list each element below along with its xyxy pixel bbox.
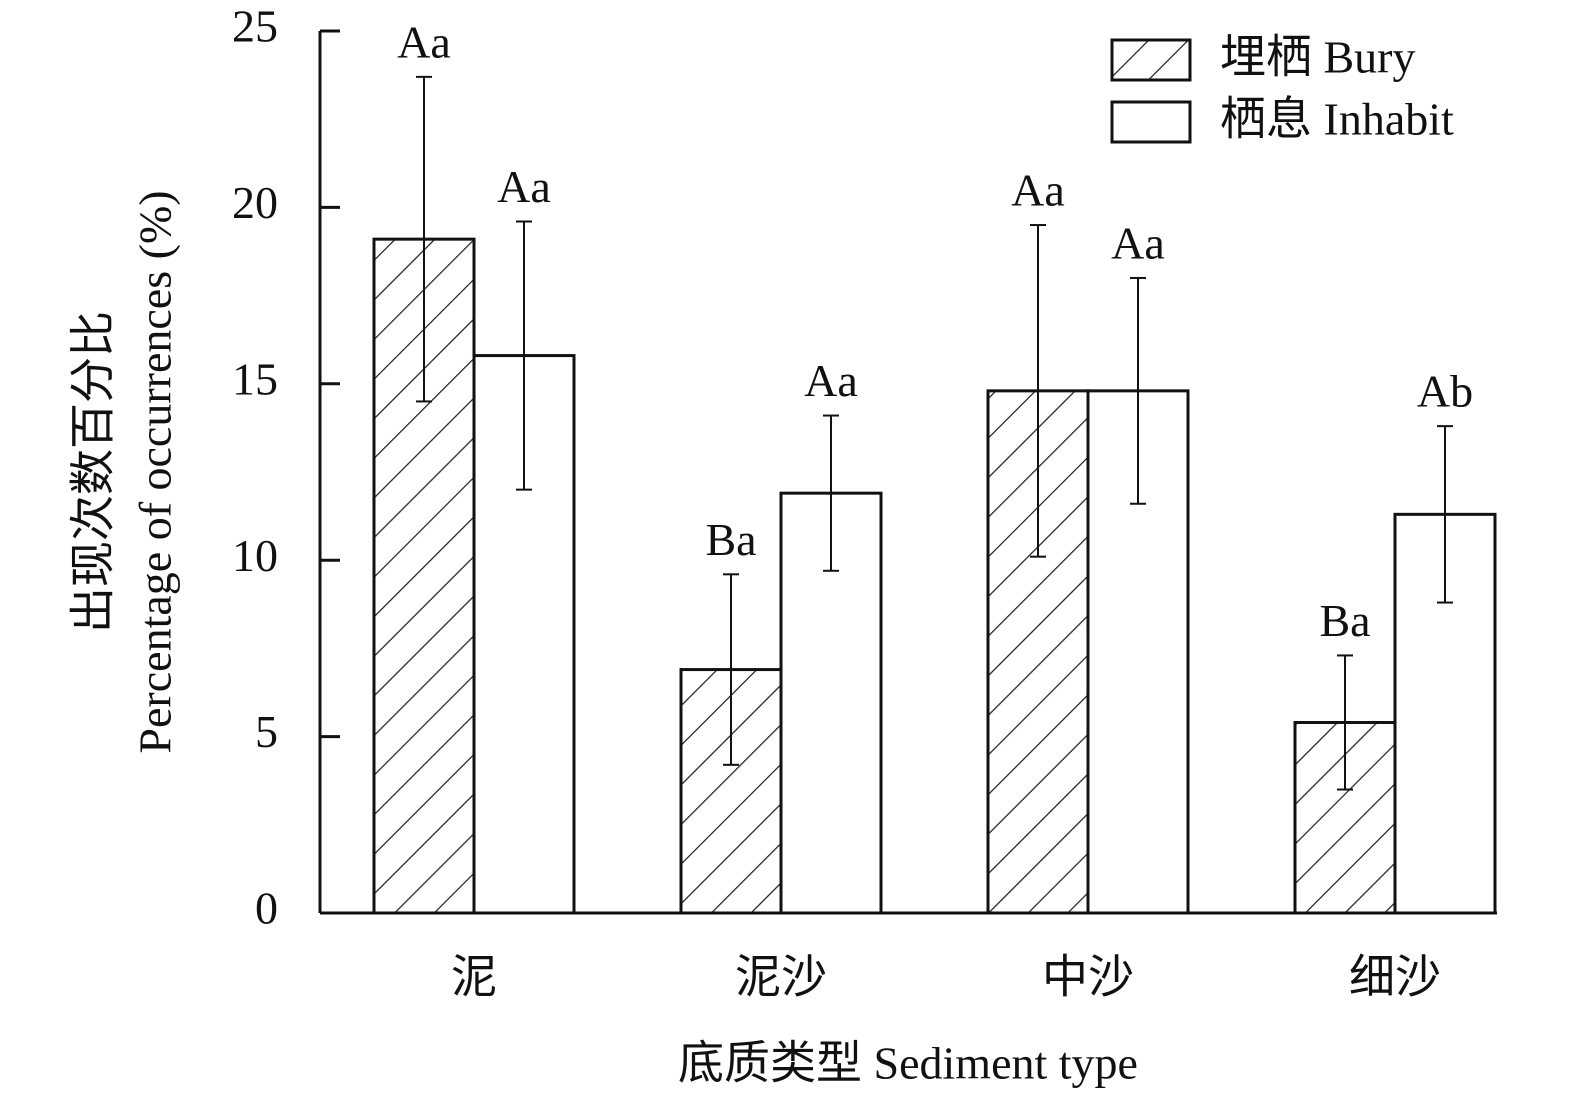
significance-label: Ba <box>1319 595 1370 646</box>
x-tick-label: 中沙 <box>1042 952 1134 1003</box>
significance-label: Ba <box>705 514 756 565</box>
significance-label: Aa <box>804 355 858 406</box>
legend-label: 栖息 Inhabit <box>1220 94 1454 145</box>
y-tick-label: 0 <box>255 883 278 934</box>
legend-swatch <box>1110 100 1192 144</box>
error-bar <box>516 220 532 491</box>
x-tick-label: 泥沙 <box>735 952 827 1003</box>
legend-swatch <box>1110 38 1192 82</box>
significance-label: Aa <box>397 16 451 67</box>
legend-label: 埋栖 Bury <box>1220 32 1416 83</box>
significance-label: Aa <box>1011 165 1065 216</box>
error-bar <box>1130 276 1146 505</box>
y-tick-label: 15 <box>232 353 278 404</box>
y-axis-label: Percentage of occurrences (%) <box>130 190 181 753</box>
significance-label: Aa <box>497 161 551 212</box>
error-bar <box>1030 224 1046 558</box>
y-tick-label: 5 <box>255 706 278 757</box>
y-tick-label: 25 <box>232 1 278 52</box>
y-axis-label: 出现次数百分比 <box>68 311 119 633</box>
error-bar <box>416 75 432 403</box>
error-bar <box>823 414 839 572</box>
error-bar <box>723 573 739 766</box>
x-axis-label: 底质类型 Sediment type <box>678 1038 1138 1089</box>
significance-label: Ab <box>1417 366 1473 417</box>
significance-label: Aa <box>1111 218 1165 269</box>
x-tick-label: 细沙 <box>1349 952 1441 1003</box>
error-bar <box>1437 425 1453 604</box>
x-tick-label: 泥 <box>451 952 497 1003</box>
y-tick-label: 10 <box>232 530 278 581</box>
y-tick-label: 20 <box>232 177 278 228</box>
error-bar <box>1337 654 1353 791</box>
